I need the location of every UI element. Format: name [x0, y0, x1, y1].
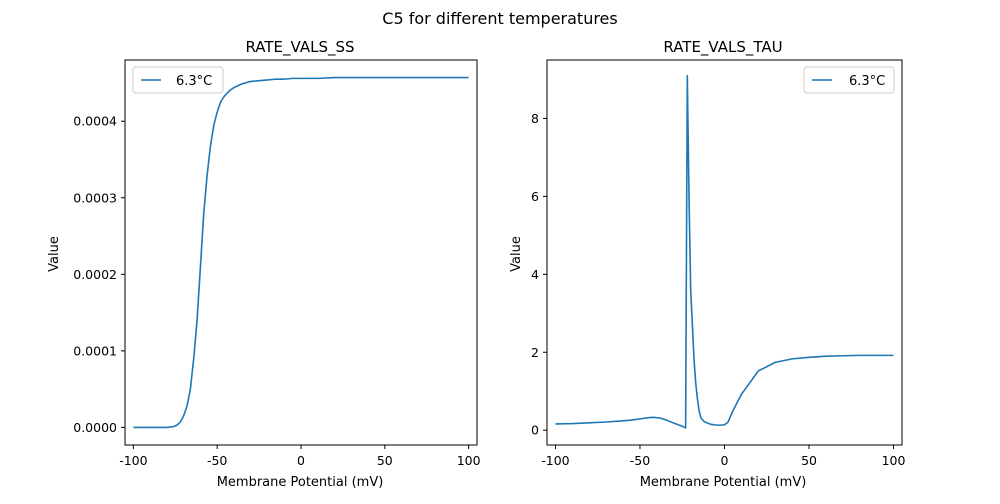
subplot-rate-vals-tau: RATE_VALS_TAU Membrane Potential (mV) Va… — [509, 38, 906, 490]
y-tick-label: 0.0001 — [73, 343, 117, 358]
x-tick-label: -50 — [630, 453, 650, 468]
plot-area: -100 -50 0 50 100 0.0000 0.0001 0.0002 0.0003 0.0… — [73, 59, 481, 468]
subplot-title: RATE_VALS_TAU — [663, 38, 782, 57]
y-tick-label: 0 — [531, 423, 539, 438]
x-tick-label: -100 — [541, 453, 569, 468]
x-tick-label: 100 — [882, 453, 906, 468]
y-tick-label: 0.0000 — [73, 420, 117, 435]
y-tick-label: 0.0004 — [73, 114, 117, 129]
legend: 6.3°C — [132, 66, 224, 94]
legend-frame — [132, 66, 224, 94]
subplot-title: RATE_VALS_SS — [245, 38, 354, 57]
series-line-0 — [133, 76, 469, 429]
legend: 6.3°C — [803, 66, 895, 94]
subplot-rate-vals-ss: RATE_VALS_SS Membrane Potential (mV) Val… — [47, 38, 481, 490]
legend-entry-label: 6.3°C — [849, 74, 885, 89]
x-axis-label: Membrane Potential (mV) — [217, 475, 384, 490]
y-axis-label: Value — [509, 236, 524, 272]
x-tick-label: 50 — [801, 453, 817, 468]
y-tick-label: 6 — [531, 189, 539, 204]
figure-title: C5 for different temperatures — [382, 9, 617, 28]
y-tick-label: 8 — [531, 111, 539, 126]
x-tick-label: 50 — [377, 453, 393, 468]
x-axis-label: Membrane Potential (mV) — [640, 475, 807, 490]
y-tick-label: 4 — [531, 267, 539, 282]
y-tick-label: 2 — [531, 345, 539, 360]
y-tick-label: 0.0003 — [73, 190, 117, 205]
x-tick-label: 100 — [457, 453, 481, 468]
legend-frame — [803, 66, 895, 94]
x-tick-label: -50 — [207, 453, 227, 468]
y-axis-label: Value — [47, 236, 62, 272]
x-tick-label: -100 — [119, 453, 147, 468]
series-line-0 — [555, 74, 894, 429]
x-tick-label: 0 — [297, 453, 305, 468]
x-tick-label: 0 — [721, 453, 729, 468]
legend-entry-label: 6.3°C — [176, 74, 212, 89]
plot-area: -100 -50 0 50 100 0 2 4 6 8 — [531, 59, 906, 468]
y-tick-label: 0.0002 — [73, 267, 117, 282]
